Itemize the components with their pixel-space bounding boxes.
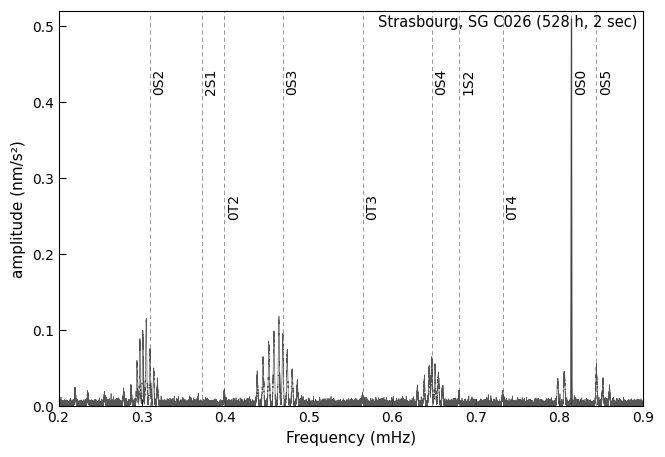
X-axis label: Frequency (mHz): Frequency (mHz) [286, 431, 416, 446]
Text: 0S3: 0S3 [285, 69, 299, 95]
Text: 0S5: 0S5 [599, 69, 613, 95]
Text: 0S2: 0S2 [152, 69, 166, 95]
Text: 2S1: 2S1 [204, 69, 218, 95]
Text: Strasbourg, SG C026 (528 h, 2 sec): Strasbourg, SG C026 (528 h, 2 sec) [378, 15, 637, 30]
Text: 0T2: 0T2 [227, 194, 241, 220]
Text: 0T4: 0T4 [505, 194, 519, 220]
Text: 1S2: 1S2 [462, 69, 475, 95]
Text: 0S0: 0S0 [574, 69, 588, 95]
Text: 0T3: 0T3 [365, 194, 379, 220]
Y-axis label: amplitude (nm/s²): amplitude (nm/s²) [11, 140, 26, 278]
Text: 0S4: 0S4 [434, 69, 448, 95]
